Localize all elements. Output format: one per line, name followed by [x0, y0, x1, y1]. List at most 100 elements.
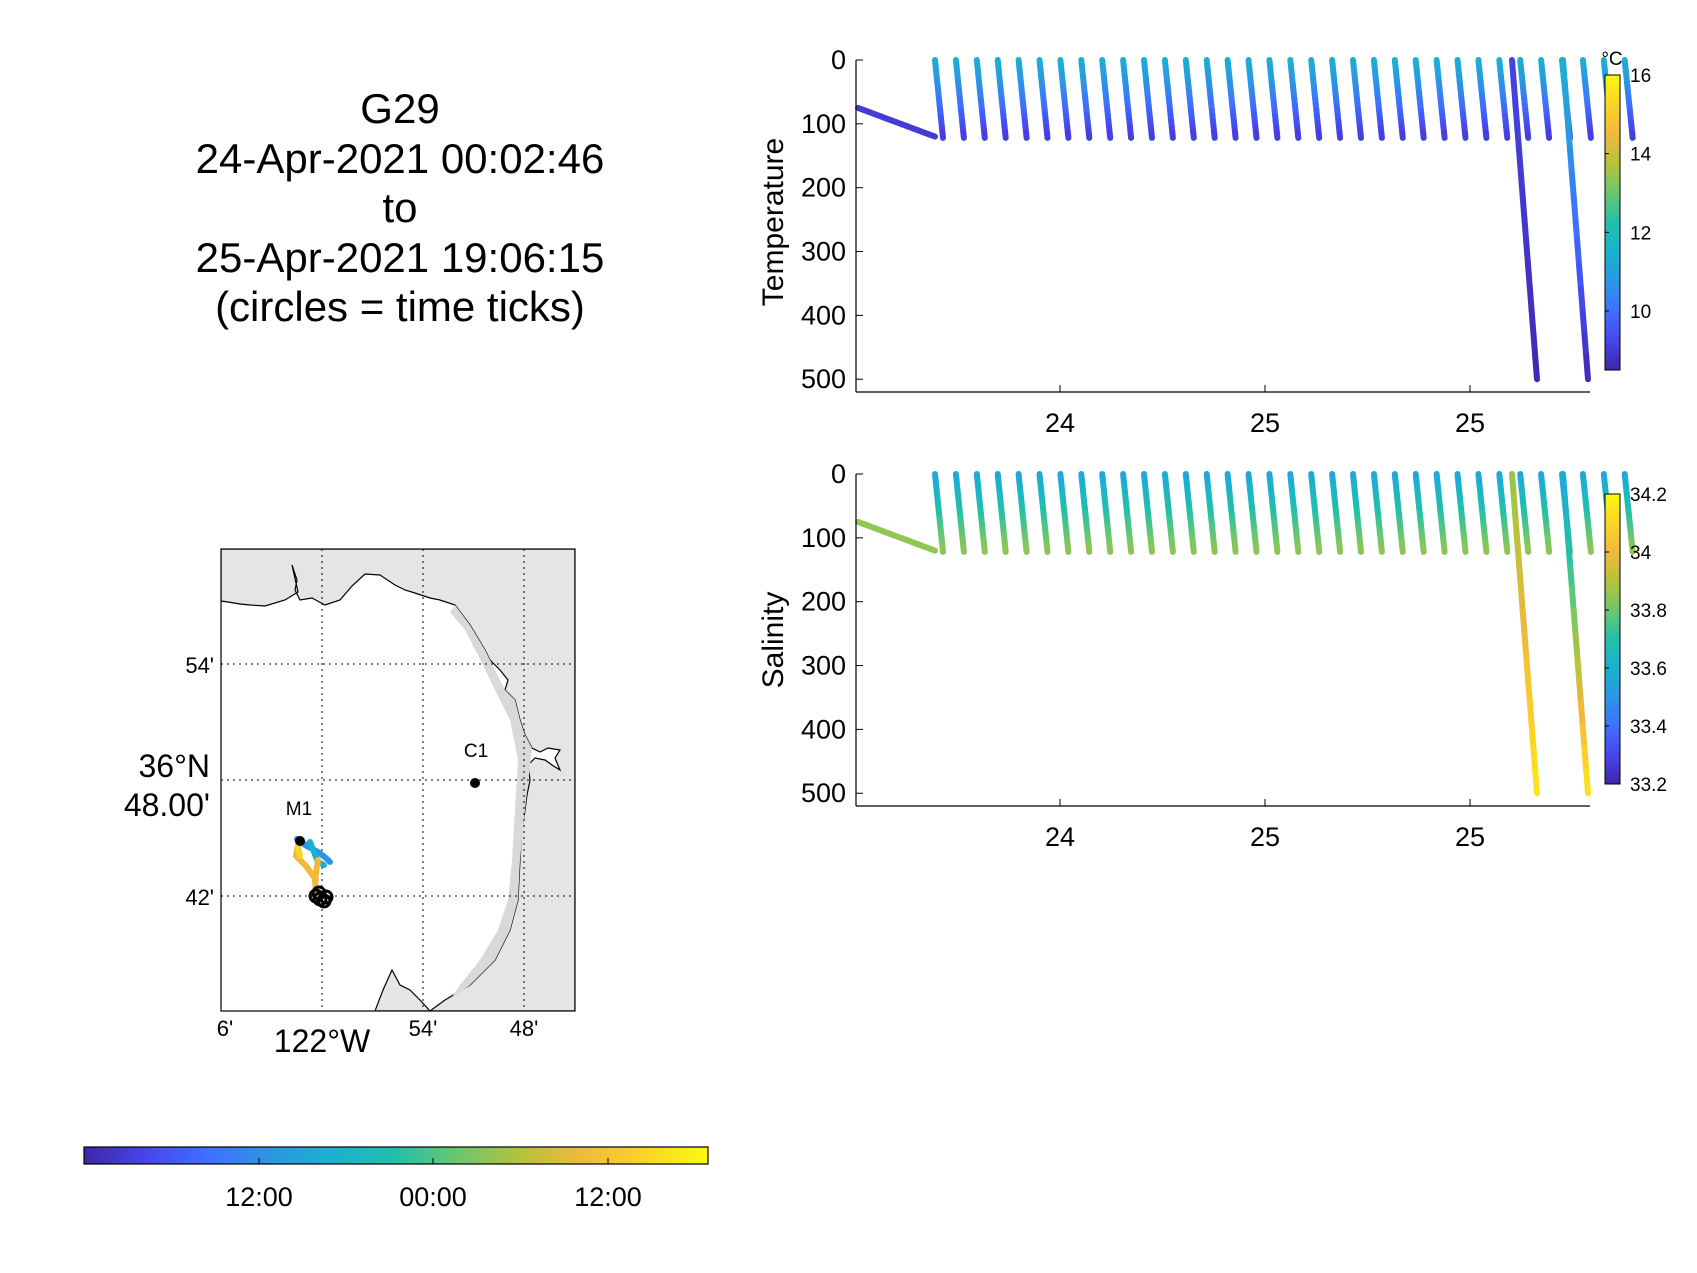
- temperature-deep-dive: [1561, 79, 1570, 109]
- salinity-y-tick-label: 200: [801, 587, 846, 617]
- temperature-deep-dive: [1581, 330, 1590, 360]
- temperature-deep-dive: [1526, 285, 1535, 314]
- salinity-deep-dive: [1528, 721, 1537, 751]
- salinity-yo-profile: [1190, 543, 1197, 555]
- salinity-yo-profile: [1482, 543, 1490, 555]
- salinity-y-tick-label: 300: [801, 651, 846, 681]
- temperature-yo-profile: [1148, 129, 1155, 141]
- temperature-deep-dive: [1572, 216, 1581, 246]
- temperature-deep-dive: [1583, 353, 1591, 383]
- salinity-colorbar-tick-label: 33.6: [1630, 659, 1667, 680]
- temperature-yo-profile: [1232, 129, 1239, 141]
- temperature-deep-dive: [1509, 57, 1517, 86]
- salinity-yo-profile: [960, 543, 967, 555]
- temperature-data-layer: [855, 57, 1636, 383]
- temperature-y-ticks: 0 100 200 300 400 500: [801, 45, 863, 394]
- map-lon-tick: 48': [510, 1016, 539, 1041]
- salinity-deep-dive: [1512, 516, 1521, 546]
- salinity-deep-dive: [1523, 653, 1532, 683]
- salinity-deep-dive: [1577, 699, 1586, 728]
- temperature-yo-profile: [1441, 129, 1448, 141]
- temperature-deep-dive: [1532, 353, 1540, 383]
- salinity-deep-dive: [1517, 585, 1526, 614]
- salinity-y-tick-label: 100: [801, 523, 846, 553]
- temperature-deep-dive: [1521, 216, 1530, 246]
- time-colorbar-gradient: [83, 1146, 709, 1165]
- title-line-2: 24-Apr-2021 00:02:46: [196, 135, 605, 182]
- salinity-yo-profile: [1294, 543, 1302, 555]
- salinity-deep-dive: [1574, 653, 1583, 683]
- salinity-deep-dive: [1519, 607, 1528, 637]
- temperature-yo-profile: [939, 129, 946, 141]
- salinity-yo-profile: [1587, 543, 1594, 555]
- salinity-yo-profile: [1252, 543, 1260, 555]
- temperature-yo-profile: [1169, 129, 1176, 141]
- time-colorbar-tick-label: 00:00: [399, 1182, 467, 1212]
- temperature-yo-profile: [1085, 129, 1093, 141]
- salinity-yo-profile: [1085, 543, 1093, 555]
- temperature-deep-dive: [1574, 239, 1583, 269]
- temperature-yo-profile: [1629, 129, 1636, 141]
- salinity-deep-dive: [1516, 562, 1524, 592]
- temperature-yo-profile: [1273, 129, 1281, 141]
- temperature-y-tick-label: 200: [801, 173, 846, 203]
- temperature-colorbar-unit: °C: [1601, 49, 1622, 70]
- temperature-yo-profile: [1106, 129, 1114, 141]
- salinity-data-layer: [855, 471, 1636, 797]
- salinity-yo-profile: [1106, 543, 1114, 555]
- salinity-yo-profile: [1420, 543, 1427, 555]
- temperature-yo-profile: [1545, 129, 1553, 141]
- temperature-yo-profile: [1461, 129, 1469, 141]
- temperature-deep-dive: [1516, 148, 1524, 178]
- salinity-y-tick-label: 500: [801, 778, 846, 808]
- salinity-yo-profile: [1002, 543, 1009, 555]
- map-lat-main-label: 36°N: [139, 748, 211, 784]
- salinity-colorbar-tick-label: 33.4: [1630, 717, 1667, 738]
- temperature-deep-dive: [1579, 307, 1588, 337]
- salinity-deep-dive: [1514, 539, 1523, 569]
- station-label-m1: M1: [286, 799, 312, 820]
- salinity-yo-profile: [1629, 543, 1636, 555]
- temperature-yo-profile: [1294, 129, 1302, 141]
- temperature-x-tick-label: 25: [1455, 408, 1485, 438]
- salinity-deep-dive: [1563, 516, 1572, 546]
- title-line-4: 25-Apr-2021 19:06:15: [196, 234, 605, 281]
- temperature-deep-dive: [1528, 307, 1537, 337]
- temperature-deep-dive: [1523, 239, 1532, 269]
- salinity-deep-dive: [1526, 699, 1535, 728]
- salinity-yo-profile: [981, 543, 988, 555]
- station-marker-m1: [295, 836, 305, 846]
- title-line-5: (circles = time ticks): [215, 283, 585, 330]
- salinity-deep-dive: [1532, 767, 1540, 797]
- salinity-y-axis-label: Salinity: [757, 592, 790, 689]
- time-colorbar-tick-label: 12:00: [225, 1182, 293, 1212]
- temperature-colorbar-tick-label: 16: [1630, 66, 1651, 87]
- temperature-deep-dive: [1519, 193, 1528, 223]
- salinity-yo-profile: [1461, 543, 1469, 555]
- temperature-deep-dive: [1510, 79, 1519, 109]
- salinity-deep-dive: [1570, 607, 1579, 637]
- salinity-yo-profile: [939, 543, 946, 555]
- salinity-deep-dive: [1568, 585, 1577, 614]
- temperature-yo-profile: [1043, 129, 1051, 141]
- map-lat-tick: 42': [185, 885, 214, 910]
- temperature-colorbar: [1604, 74, 1621, 371]
- temperature-panel: 0 100 200 300 400 500 24 25 25 Temperature °C…: [757, 45, 1652, 438]
- temperature-yo-profile: [1252, 129, 1260, 141]
- time-tick-circles: [308, 885, 334, 909]
- temperature-yo-profile: [981, 129, 988, 141]
- salinity-yo-profile: [1127, 543, 1135, 555]
- salinity-deep-dive: [1572, 630, 1581, 660]
- map-lon-tick: 54': [409, 1016, 438, 1041]
- salinity-yo-profile: [1357, 543, 1364, 555]
- salinity-yo-profile: [1232, 543, 1239, 555]
- temperature-deep-dive: [1563, 102, 1572, 132]
- salinity-yo-profile: [1336, 543, 1344, 555]
- station-marker-c1: [470, 778, 480, 788]
- salinity-yo-profile: [1169, 543, 1176, 555]
- salinity-y-ticks: 0 100 200 300 400 500: [801, 459, 863, 808]
- temperature-colorbar-tick-label: 14: [1630, 145, 1652, 166]
- station-label-c1: C1: [464, 741, 488, 762]
